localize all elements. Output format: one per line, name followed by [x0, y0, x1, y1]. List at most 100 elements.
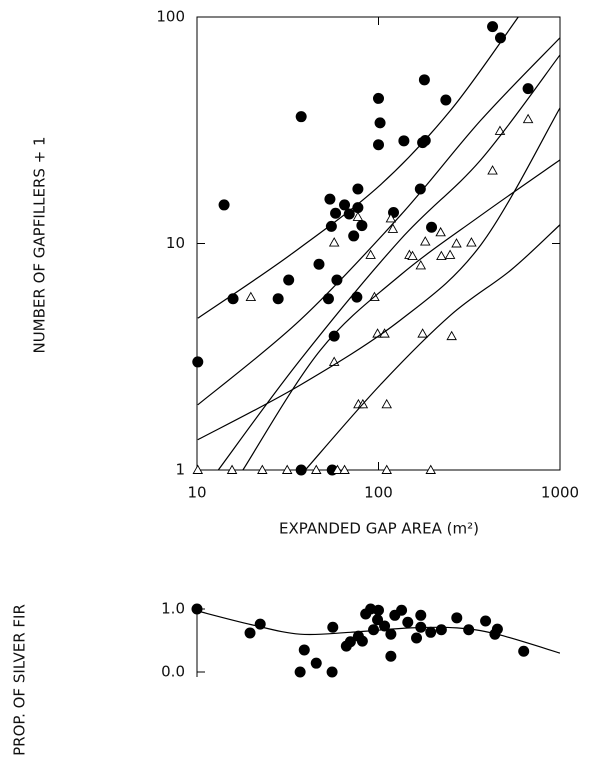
point — [379, 328, 390, 338]
point — [373, 604, 384, 616]
point — [436, 250, 447, 261]
point — [352, 183, 364, 195]
fit-curve — [197, 610, 560, 654]
point — [425, 464, 437, 474]
point — [226, 464, 238, 474]
point — [407, 250, 418, 261]
point — [283, 274, 295, 286]
point — [295, 464, 307, 476]
x-axis-title: EXPANDED GAP AREA (m²) — [279, 520, 479, 538]
point — [381, 398, 392, 409]
point — [387, 223, 399, 233]
point — [328, 237, 340, 247]
point — [374, 117, 386, 129]
y-axis-title: PROP. OF SILVER FIR — [11, 604, 29, 756]
point — [298, 644, 310, 656]
point — [281, 464, 293, 474]
fit-curve — [197, 16, 519, 319]
point — [444, 249, 456, 259]
point — [330, 207, 342, 219]
point — [192, 356, 204, 368]
x-tick-label: 10 — [187, 484, 206, 502]
point — [348, 230, 360, 242]
point — [451, 238, 462, 248]
point — [379, 620, 391, 632]
x-tick-label: 100 — [364, 484, 393, 502]
y-tick-label: 100 — [156, 8, 185, 26]
point — [425, 626, 437, 638]
point — [352, 211, 364, 221]
point — [310, 657, 322, 669]
point — [480, 615, 492, 627]
point — [385, 213, 397, 223]
point — [352, 202, 364, 214]
point — [463, 624, 475, 636]
point — [313, 258, 325, 270]
point — [322, 293, 334, 305]
point — [414, 183, 426, 195]
point — [522, 83, 534, 95]
point — [446, 330, 457, 341]
fit-curve — [242, 159, 560, 471]
y-axis-title: NUMBER OF GAPFILLERS + 1 — [31, 136, 49, 353]
fit-curve — [197, 37, 560, 406]
point — [218, 199, 230, 211]
point — [328, 330, 340, 342]
y-tick-label: 1.0 — [161, 600, 185, 618]
point — [344, 636, 356, 648]
point — [244, 627, 256, 639]
point — [435, 226, 446, 237]
plot-frame — [196, 16, 561, 471]
point — [294, 666, 306, 678]
y-tick-label: 1 — [175, 461, 185, 479]
point — [396, 604, 408, 616]
point — [351, 291, 363, 303]
fit-curve — [217, 54, 560, 471]
point — [435, 624, 447, 636]
point — [245, 291, 257, 302]
point — [373, 92, 384, 104]
point — [324, 193, 336, 205]
point — [466, 237, 477, 247]
point — [415, 260, 427, 270]
point — [368, 624, 380, 636]
point — [257, 464, 268, 474]
point — [356, 635, 368, 647]
point — [272, 293, 284, 305]
point — [522, 113, 534, 124]
point — [415, 609, 427, 621]
point — [385, 650, 397, 662]
point — [385, 628, 397, 640]
point — [440, 94, 452, 106]
point — [451, 612, 463, 624]
point — [487, 21, 499, 33]
point — [192, 464, 204, 474]
point — [339, 199, 351, 211]
point — [487, 165, 498, 175]
point — [343, 208, 355, 220]
y-tick-label: 10 — [166, 234, 185, 252]
point — [518, 645, 530, 657]
point — [356, 220, 368, 232]
point — [332, 464, 343, 474]
point — [191, 603, 203, 615]
point — [494, 32, 506, 44]
point — [381, 464, 392, 474]
point — [419, 236, 431, 246]
point — [491, 623, 503, 635]
x-tick-label: 1000 — [541, 484, 579, 502]
fit-curve — [197, 107, 560, 441]
point — [295, 111, 307, 123]
point — [365, 249, 376, 259]
y-tick-label: 0.0 — [161, 663, 185, 681]
point — [326, 666, 338, 678]
point — [494, 125, 506, 135]
fit-curve — [304, 224, 560, 471]
point — [418, 74, 430, 86]
point — [372, 614, 384, 626]
point — [398, 135, 410, 147]
point — [402, 616, 414, 628]
point — [426, 221, 438, 233]
point — [310, 464, 322, 474]
